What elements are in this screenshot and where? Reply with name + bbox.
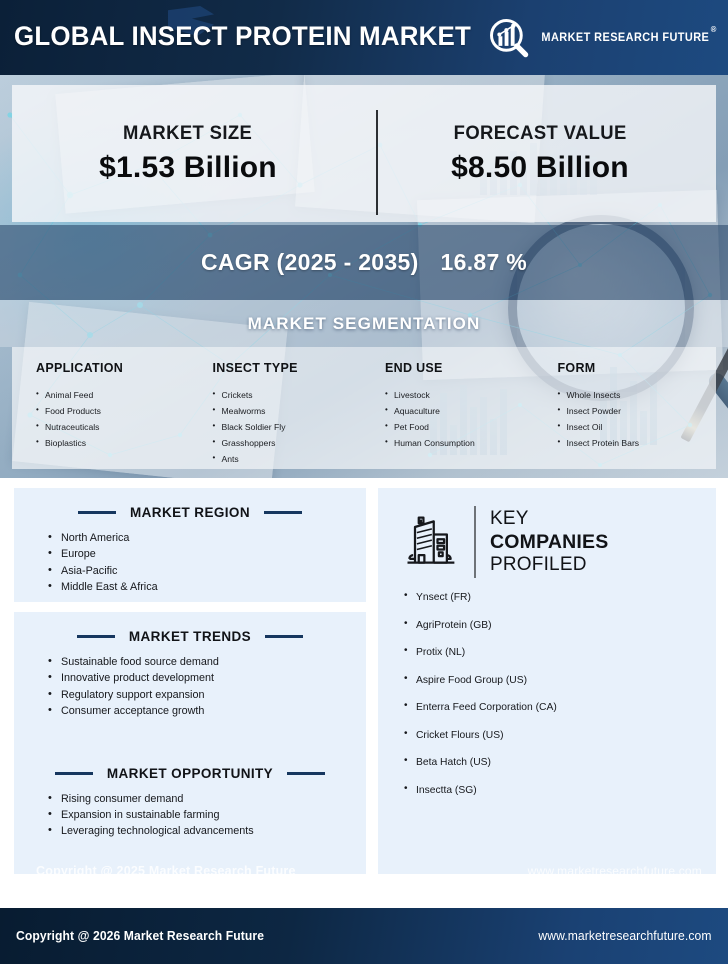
segment-heading: END USE	[385, 361, 443, 375]
segmentation-panel: APPLICATION Animal Feed Food Products Nu…	[12, 347, 716, 469]
segmentation-title-band: MARKET SEGMENTATION	[0, 300, 728, 347]
list-item: Asia-Pacific	[48, 562, 366, 579]
segmentation-title: MARKET SEGMENTATION	[247, 313, 481, 333]
list-item: Protix (NL)	[402, 645, 716, 658]
website-watermark: www.marketresearchfuture.com	[527, 864, 702, 874]
card-title: MARKET REGION	[130, 505, 250, 520]
list-item: Cricket Flours (US)	[402, 728, 716, 741]
registered-trademark-icon: ®	[711, 25, 718, 34]
segment-item: Bioplastics	[36, 435, 195, 452]
brand-logo-label: MARKET RESEARCH FUTURE	[541, 32, 710, 44]
brand-logo-text: MARKET RESEARCH FUTURE ®	[541, 25, 717, 44]
copyright-watermark: Copyright @ 2025 Market Research Future	[36, 864, 296, 874]
segment-item: Crickets	[213, 387, 372, 404]
cagr-label: CAGR (2025 - 2035)	[200, 249, 419, 275]
segment-column-application: APPLICATION Animal Feed Food Products Nu…	[12, 361, 195, 469]
stat-market-size: MARKET SIZE $1.53 Billion	[12, 85, 364, 222]
list-item: Insectta (SG)	[402, 783, 716, 796]
stat-forecast-value: FORECAST VALUE $8.50 Billion	[364, 85, 716, 222]
list-item: Expansion in sustainable farming	[48, 806, 366, 823]
left-rule	[78, 511, 117, 514]
stat-label: MARKET SIZE	[123, 122, 253, 144]
list-item: Innovative product development	[48, 669, 366, 686]
segment-item: Animal Feed	[36, 387, 195, 404]
market-trends-opportunity-card: MARKET TRENDS Sustainable food source de…	[14, 612, 366, 874]
segment-item: Livestock	[385, 387, 544, 404]
segment-heading: APPLICATION	[36, 361, 124, 375]
list-item: Enterra Feed Corporation (CA)	[402, 700, 716, 713]
left-rule	[76, 635, 115, 638]
header-bar: GLOBAL INSECT PROTEIN MARKET MARKET RESE…	[0, 0, 728, 75]
right-rule	[287, 771, 326, 775]
segment-item: Pet Food	[385, 419, 544, 436]
magnifier-bar-chart-logo-icon	[488, 17, 530, 59]
left-rule	[54, 771, 93, 775]
office-building-icon	[400, 512, 460, 572]
list-item: Sustainable food source demand	[48, 653, 366, 670]
segment-column-insect-type: INSECT TYPE Crickets Mealworms Black Sol…	[195, 361, 372, 469]
market-region-card: MARKET REGION North America Europe Asia-…	[14, 488, 366, 602]
segment-heading: FORM	[557, 361, 596, 375]
segment-item: Nutraceuticals	[36, 419, 195, 436]
right-rule	[265, 635, 304, 638]
key-stats-band: MARKET SIZE $1.53 Billion FORECAST VALUE…	[12, 85, 716, 222]
card-title: MARKET TRENDS	[128, 629, 252, 644]
cagr-band: CAGR (2025 - 2035) 16.87 %	[0, 225, 728, 300]
market-opportunity-header: MARKET OPPORTUNITY	[14, 720, 366, 781]
list-item: Europe	[48, 545, 366, 562]
segment-item: Whole Insects	[558, 387, 717, 404]
right-rule	[263, 511, 302, 514]
market-trends-list: Sustainable food source demand Innovativ…	[14, 644, 366, 720]
segment-item: Aquaculture	[385, 403, 544, 420]
segment-item: Mealworms	[213, 403, 372, 420]
hero-section: MARKET SIZE $1.53 Billion FORECAST VALUE…	[0, 75, 728, 478]
title-line-profiled: PROFILED	[490, 553, 587, 575]
key-companies-header: KEY COMPANIES PROFILED	[378, 488, 716, 578]
market-opportunity-list: Rising consumer demand Expansion in sust…	[14, 781, 366, 840]
stat-value: $1.53 Billion	[99, 150, 277, 184]
list-item: North America	[48, 529, 366, 546]
cagr-value: 16.87 %	[440, 249, 528, 275]
vertical-divider	[474, 506, 476, 578]
stat-value: $8.50 Billion	[451, 150, 629, 184]
footer-website[interactable]: www.marketresearchfuture.com	[538, 929, 712, 943]
key-companies-list: Ynsect (FR) AgriProtein (GB) Protix (NL)…	[378, 578, 716, 796]
brand-logo: MARKET RESEARCH FUTURE ®	[488, 17, 717, 59]
segment-column-form: FORM Whole Insects Insect Powder Insect …	[544, 361, 717, 469]
list-item: AgriProtein (GB)	[402, 618, 716, 631]
segment-item: Food Products	[36, 403, 195, 420]
segment-item: Ants	[213, 451, 372, 468]
segment-column-end-use: END USE Livestock Aquaculture Pet Food H…	[371, 361, 544, 469]
market-region-header: MARKET REGION	[14, 488, 366, 520]
segment-item: Insect Powder	[558, 403, 717, 420]
footer-copyright: Copyright @ 2026 Market Research Future	[16, 929, 265, 943]
segment-item: Insect Protein Bars	[558, 435, 717, 452]
key-companies-title: KEY COMPANIES PROFILED	[490, 508, 608, 576]
segment-item: Grasshoppers	[213, 435, 372, 452]
key-companies-card: KEY COMPANIES PROFILED Ynsect (FR) AgriP…	[378, 488, 716, 874]
segment-item: Black Soldier Fly	[213, 419, 372, 436]
title-line-companies: COMPANIES	[490, 530, 609, 553]
list-item: Ynsect (FR)	[402, 590, 716, 603]
segment-item: Human Consumption	[385, 435, 544, 452]
footer-bar: Copyright @ 2026 Market Research Future …	[0, 908, 728, 964]
list-item: Beta Hatch (US)	[402, 755, 716, 768]
segment-item: Insect Oil	[558, 419, 717, 436]
segment-heading: INSECT TYPE	[212, 361, 298, 375]
market-trends-header: MARKET TRENDS	[14, 612, 366, 644]
market-region-list: North America Europe Asia-Pacific Middle…	[14, 520, 366, 596]
title-line-key: KEY	[490, 508, 529, 530]
list-item: Regulatory support expansion	[48, 686, 366, 703]
list-item: Leveraging technological advancements	[48, 822, 366, 839]
page-title: GLOBAL INSECT PROTEIN MARKET	[14, 21, 472, 51]
list-item: Consumer acceptance growth	[48, 702, 366, 719]
lower-section: MARKET REGION North America Europe Asia-…	[0, 478, 728, 908]
card-title: MARKET OPPORTUNITY	[106, 765, 274, 781]
list-item: Rising consumer demand	[48, 790, 366, 807]
list-item: Middle East & Africa	[48, 578, 366, 595]
stat-label: FORECAST VALUE	[453, 122, 627, 144]
list-item: Aspire Food Group (US)	[402, 673, 716, 686]
stats-divider	[376, 110, 378, 215]
